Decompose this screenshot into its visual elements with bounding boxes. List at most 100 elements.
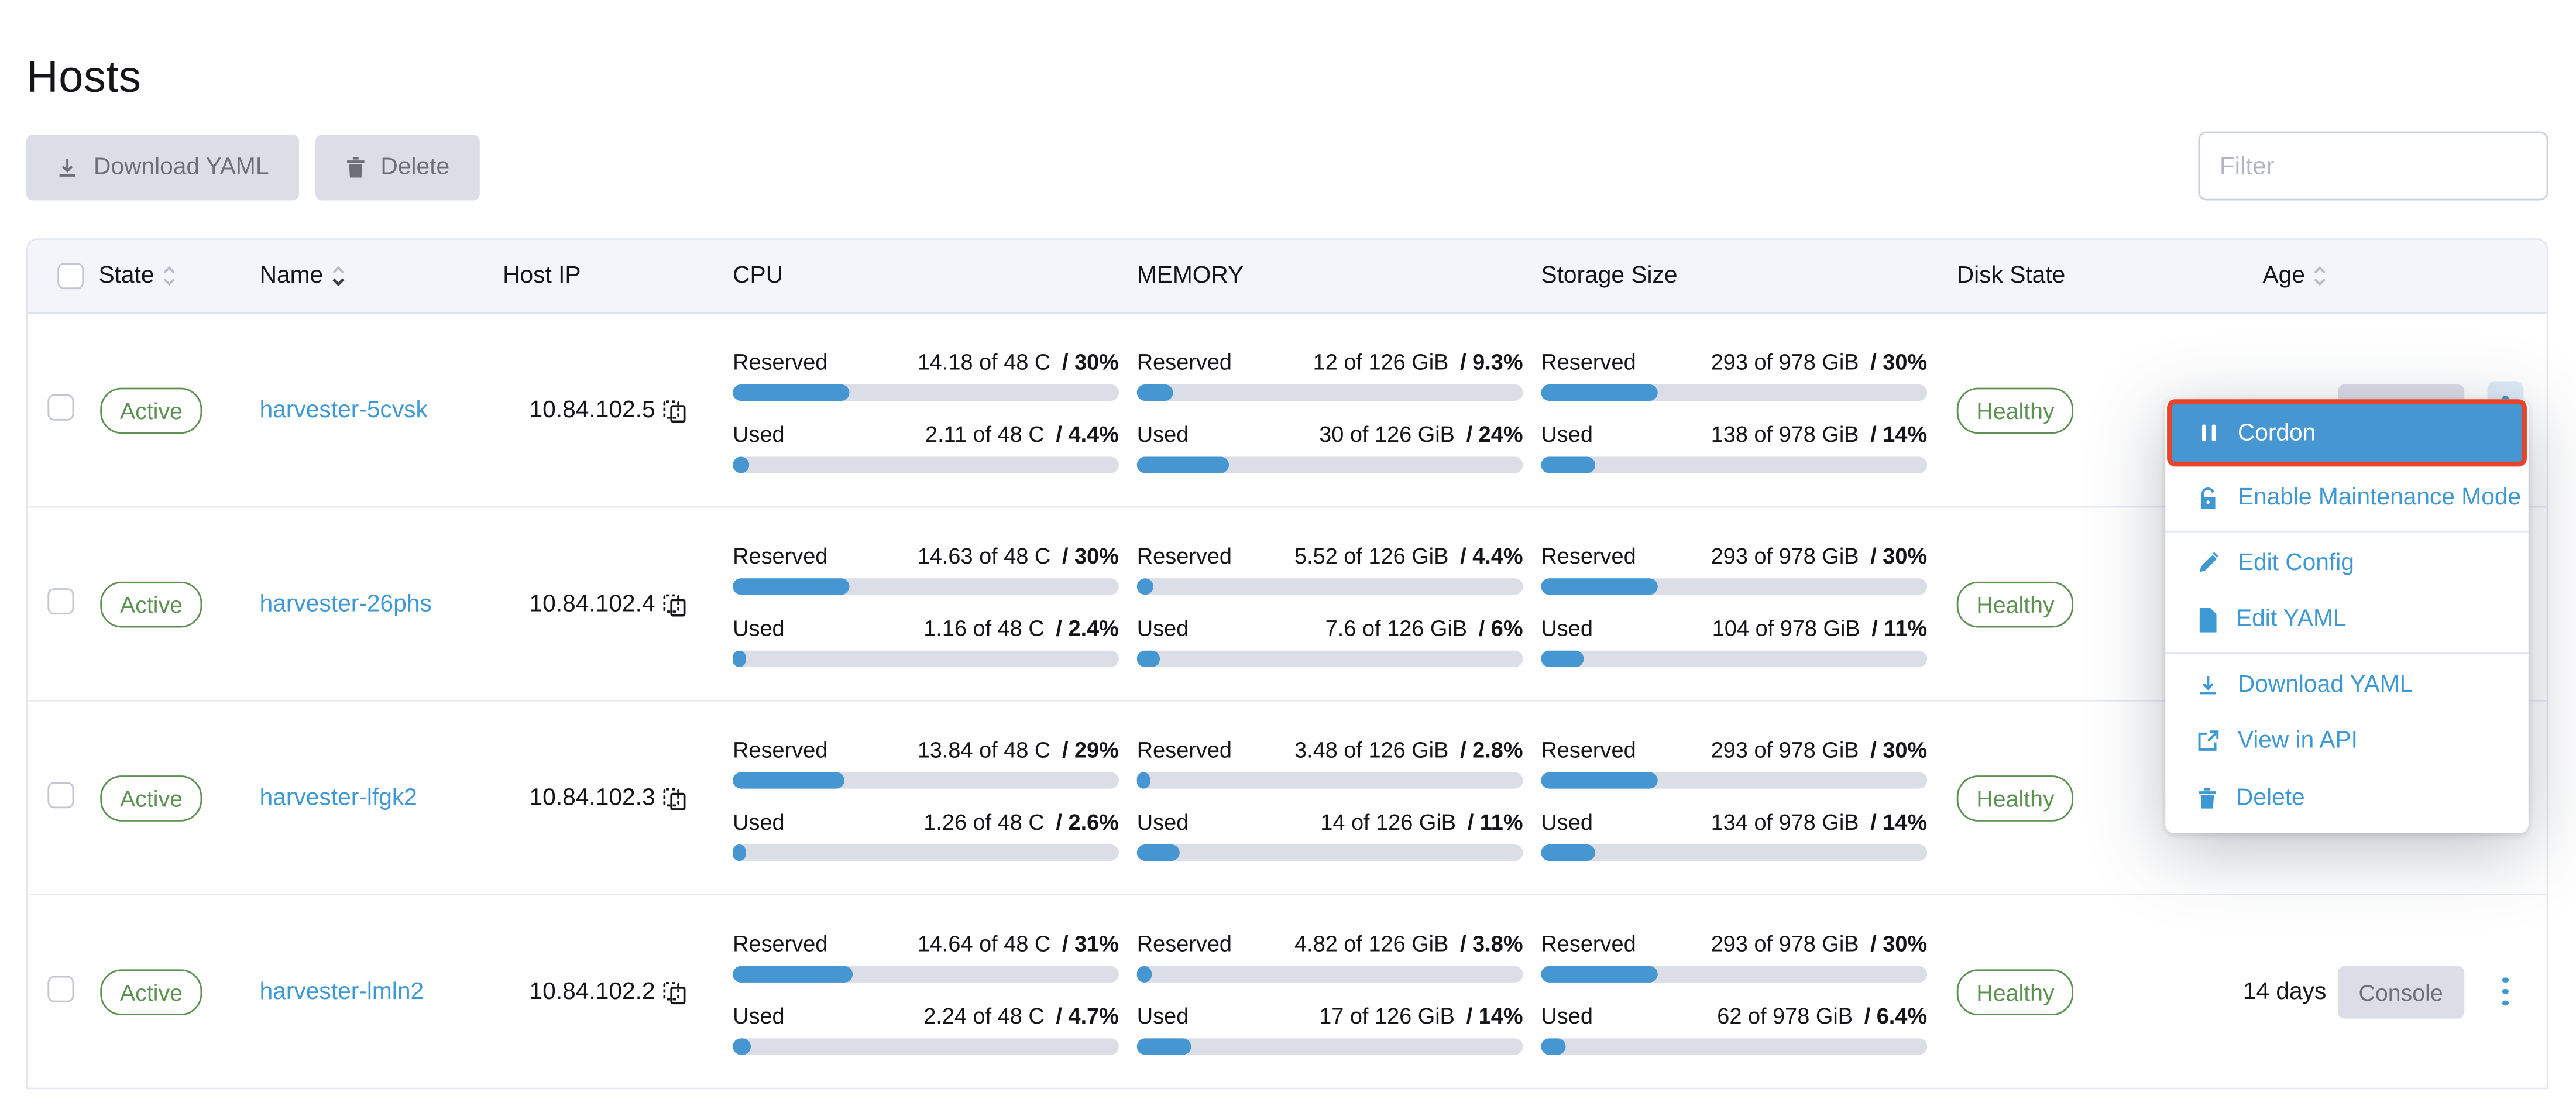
filter-input[interactable] <box>2198 131 2548 201</box>
memory-reserved-percent: / 3.8% <box>1460 930 1523 956</box>
menu-item-edit-yaml[interactable]: Edit YAML <box>2165 592 2528 648</box>
memory-reserved-percent: / 4.4% <box>1460 542 1523 568</box>
cpu-reserved-value: 14.63 of 48 C <box>917 542 1051 568</box>
menu-item-cordon[interactable]: Cordon <box>2167 399 2527 467</box>
storage-used-percent: / 14% <box>1870 809 1928 834</box>
memory-used-value: 7.6 of 126 GiB <box>1325 615 1468 640</box>
storage-reserved-bar <box>1541 965 1928 982</box>
storage-used-percent: / 6.4% <box>1864 1002 1928 1028</box>
cpu-used-bar <box>733 843 1119 860</box>
copy-icon[interactable] <box>662 980 686 1005</box>
memory-used-percent: / 11% <box>1467 809 1523 834</box>
storage-used-bar <box>1541 650 1928 667</box>
cpu-used-bar <box>733 456 1119 473</box>
kebab-menu-icon[interactable] <box>2488 962 2524 1021</box>
cpu-usage-cell: Reserved 14.18 of 48 C / 30% Used 2.11 of 4… <box>723 348 1119 473</box>
trash-icon <box>2197 787 2218 809</box>
menu-item-download-yaml[interactable]: Download YAML <box>2165 657 2528 713</box>
reserved-label: Reserved <box>1136 930 1232 956</box>
memory-used-percent: / 24% <box>1466 421 1523 447</box>
reserved-label: Reserved <box>1136 349 1232 374</box>
menu-item-enable-maintenance-mode[interactable]: Enable Maintenance Mode <box>2165 470 2528 527</box>
host-name-link[interactable]: harvester-lmln2 <box>259 978 424 1005</box>
storage-usage-cell: Reserved 293 of 978 GiB / 30% Used 134 of 9… <box>1531 735 1928 860</box>
host-name-link[interactable]: harvester-lfgk2 <box>259 784 417 811</box>
page-title: Hosts <box>26 53 142 102</box>
column-header-name[interactable]: Name <box>250 263 493 289</box>
cpu-used-value: 1.26 of 48 C <box>923 809 1045 834</box>
reserved-label: Reserved <box>733 737 828 762</box>
memory-reserved-value: 12 of 126 GiB <box>1313 349 1449 374</box>
cpu-used-value: 2.11 of 48 C <box>925 421 1045 447</box>
copy-icon[interactable] <box>662 786 686 810</box>
status-badge: Active <box>100 774 202 821</box>
memory-used-percent: / 14% <box>1466 1002 1523 1028</box>
reserved-label: Reserved <box>1541 737 1636 762</box>
cpu-used-percent: / 4.7% <box>1056 1002 1119 1028</box>
host-ip-value: 10.84.102.2 <box>529 978 655 1005</box>
storage-reserved-percent: / 30% <box>1870 542 1928 568</box>
console-button[interactable]: Console <box>2337 965 2465 1018</box>
download-icon <box>56 156 78 179</box>
host-name-link[interactable]: harvester-5cvsk <box>259 397 428 423</box>
cpu-usage-cell: Reserved 14.64 of 48 C / 31% Used 2.24 of 4… <box>723 929 1119 1055</box>
cpu-used-value: 1.16 of 48 C <box>923 615 1045 640</box>
used-label: Used <box>1541 421 1593 447</box>
select-all-checkbox[interactable] <box>57 263 84 290</box>
cpu-reserved-percent: / 29% <box>1062 737 1119 762</box>
cpu-reserved-bar <box>733 771 1119 788</box>
memory-used-value: 17 of 126 GiB <box>1319 1002 1455 1028</box>
memory-reserved-value: 5.52 of 126 GiB <box>1294 542 1449 568</box>
external-link-icon <box>2197 730 2220 753</box>
memory-usage-cell: Reserved 4.82 of 126 GiB / 3.8% Used 17 of … <box>1127 929 1523 1055</box>
menu-item-view-in-api[interactable]: View in API <box>2165 713 2528 770</box>
disk-state-badge: Healthy <box>1956 969 2074 1015</box>
memory-usage-cell: Reserved 12 of 126 GiB / 9.3% Used 30 of 12… <box>1127 348 1523 473</box>
cpu-usage-cell: Reserved 13.84 of 48 C / 29% Used 1.26 of 4… <box>723 735 1119 860</box>
sort-chevrons-icon <box>331 266 344 286</box>
storage-reserved-percent: / 30% <box>1870 930 1928 956</box>
menu-item-delete[interactable]: Delete <box>2165 770 2528 826</box>
cpu-reserved-value: 14.18 of 48 C <box>917 349 1051 374</box>
copy-icon[interactable] <box>662 399 686 423</box>
cpu-reserved-value: 13.84 of 48 C <box>917 737 1051 762</box>
unlock-icon <box>2197 486 2220 510</box>
row-checkbox[interactable] <box>47 781 74 808</box>
table-header-row: State Name Host IP CPU MEMORY Storage Si… <box>28 239 2547 314</box>
cpu-used-bar <box>733 1037 1119 1055</box>
cpu-usage-cell: Reserved 14.63 of 48 C / 30% Used 1.16 of 4… <box>723 541 1119 667</box>
column-header-age[interactable]: Age <box>2179 263 2330 289</box>
menu-divider <box>2165 651 2529 653</box>
memory-reserved-value: 4.82 of 126 GiB <box>1294 930 1449 956</box>
memory-used-value: 14 of 126 GiB <box>1320 809 1457 834</box>
delete-label: Delete <box>380 154 450 181</box>
used-label: Used <box>733 421 785 447</box>
column-header-state[interactable]: State <box>89 263 250 289</box>
delete-button[interactable]: Delete <box>315 135 479 201</box>
download-yaml-button[interactable]: Download YAML <box>26 135 299 201</box>
used-label: Used <box>733 809 785 834</box>
download-icon <box>2197 673 2220 696</box>
file-icon <box>2197 607 2218 632</box>
reserved-label: Reserved <box>733 349 828 374</box>
memory-reserved-bar <box>1136 965 1523 982</box>
storage-reserved-percent: / 30% <box>1870 349 1928 374</box>
reserved-label: Reserved <box>1541 349 1636 374</box>
menu-item-edit-config[interactable]: Edit Config <box>2165 535 2528 592</box>
pencil-icon <box>2197 551 2220 575</box>
reserved-label: Reserved <box>733 542 828 568</box>
column-header-host-ip: Host IP <box>503 263 581 290</box>
storage-reserved-bar <box>1541 383 1928 400</box>
memory-used-bar <box>1136 843 1523 860</box>
cpu-used-percent: / 2.6% <box>1056 809 1119 834</box>
row-checkbox[interactable] <box>47 393 74 420</box>
host-name-link[interactable]: harvester-26phs <box>259 590 432 617</box>
pause-icon <box>2198 423 2219 444</box>
row-checkbox[interactable] <box>47 587 74 614</box>
storage-used-percent: / 14% <box>1870 421 1928 447</box>
host-ip-value: 10.84.102.3 <box>529 784 655 811</box>
memory-reserved-bar <box>1136 383 1523 400</box>
reserved-label: Reserved <box>1541 542 1636 568</box>
copy-icon[interactable] <box>662 592 686 617</box>
row-checkbox[interactable] <box>47 975 74 1002</box>
